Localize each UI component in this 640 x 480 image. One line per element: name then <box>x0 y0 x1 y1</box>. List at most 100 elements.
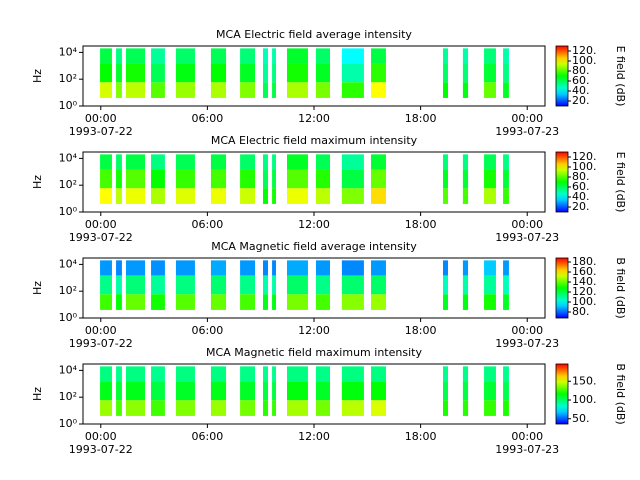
spectrogram-cell <box>371 188 386 204</box>
spectrogram-cell <box>443 82 448 98</box>
spectrogram-cell <box>315 169 330 189</box>
spectrogram-cell <box>100 82 112 98</box>
colorbar-tick-label: 120. <box>572 285 597 298</box>
date-label: 1993-07-23 <box>495 443 559 456</box>
y-tick-label: 10² <box>59 390 77 403</box>
colorbar <box>555 363 569 425</box>
spectrogram-cell <box>116 381 122 401</box>
spectrogram-cell <box>151 366 165 382</box>
x-tick-label: 00:00 <box>511 218 543 231</box>
spectrogram-cell <box>240 154 256 170</box>
spectrogram-cell <box>263 294 268 310</box>
spectrogram-cell <box>210 294 227 310</box>
spectrogram-cell <box>126 381 146 401</box>
colorbar-tick-label: 150. <box>572 374 597 387</box>
date-label: 1993-07-22 <box>69 443 133 456</box>
spectrogram-cell <box>100 169 112 189</box>
date-label: 1993-07-22 <box>69 337 133 350</box>
spectrogram-cell <box>151 294 165 310</box>
spectrogram-cell <box>100 260 112 276</box>
spectrogram-cell <box>151 169 165 189</box>
spectrogram-cell <box>100 366 112 382</box>
colorbar-tick-label: 80. <box>572 305 590 318</box>
spectrogram-cell <box>503 366 509 382</box>
colorbar-tick-label: 100. <box>572 160 597 173</box>
spectrogram-cell <box>240 381 256 401</box>
x-tick-label: 00:00 <box>85 430 117 443</box>
spectrogram-cell <box>443 400 448 416</box>
spectrogram-cell <box>371 48 386 64</box>
spectrogram-cell <box>175 169 195 189</box>
spectrogram-cell <box>116 63 122 83</box>
spectrogram-cell <box>175 82 195 98</box>
y-tick-label: 10⁴ <box>59 45 78 58</box>
spectrogram-cell <box>315 400 330 416</box>
spectrogram-cell <box>151 400 165 416</box>
colorbar-label: E field (dB) <box>614 46 627 107</box>
spectrogram-cell <box>443 260 448 276</box>
spectrogram-cell <box>503 154 509 170</box>
spectrogram-cell <box>175 400 195 416</box>
spectrogram-cell <box>443 48 448 64</box>
colorbar-tick-label: 40. <box>572 84 590 97</box>
spectrogram-cell <box>263 188 268 204</box>
spectrogram-cell <box>116 366 122 382</box>
x-tick-label: 06:00 <box>192 430 224 443</box>
spectrogram-cell <box>126 48 146 64</box>
y-axis-label: Hz <box>31 387 44 401</box>
spectrogram-cell <box>371 260 386 276</box>
spectrogram-cell <box>240 169 256 189</box>
y-tick-label: 10² <box>59 72 77 85</box>
spectrogram-cell <box>210 400 227 416</box>
x-tick-label: 12:00 <box>298 112 330 125</box>
spectrogram-cell <box>240 294 256 310</box>
date-label: 1993-07-23 <box>495 125 559 138</box>
spectrogram-cell <box>341 154 364 170</box>
spectrogram-cell <box>371 400 386 416</box>
spectrogram-cell <box>371 294 386 310</box>
spectrogram-cell <box>462 188 469 204</box>
spectrogram-cell <box>151 188 165 204</box>
spectrogram-cell <box>462 294 469 310</box>
spectrogram-cell <box>126 366 146 382</box>
spectrogram-cell <box>484 82 496 98</box>
spectrogram-cell <box>272 294 276 310</box>
spectrogram-cell <box>315 381 330 401</box>
spectrogram-cell <box>175 260 195 276</box>
spectrogram-cell <box>100 294 112 310</box>
spectrogram-cell <box>272 275 276 295</box>
spectrogram-cell <box>286 294 308 310</box>
spectrogram-cell <box>341 400 364 416</box>
spectrogram-cell <box>443 188 448 204</box>
spectrogram-cell <box>175 154 195 170</box>
spectrogram-cell <box>175 366 195 382</box>
spectrogram-cell <box>210 260 227 276</box>
spectrogram-cell <box>263 366 268 382</box>
y-tick-label: 10⁰ <box>59 417 78 430</box>
panel-title: MCA Magnetic field average intensity <box>211 240 417 253</box>
date-label: 1993-07-22 <box>69 231 133 244</box>
spectrogram-cell <box>272 48 276 64</box>
colorbar-tick-label: 100. <box>572 393 597 406</box>
spectrogram-cell <box>100 154 112 170</box>
spectrogram-cell <box>503 381 509 401</box>
spectrogram-cell <box>272 82 276 98</box>
spectrogram-cell <box>126 188 146 204</box>
spectrogram-cell <box>210 154 227 170</box>
x-tick-label: 12:00 <box>298 218 330 231</box>
spectrogram-cell <box>484 188 496 204</box>
x-tick-label: 12:00 <box>298 430 330 443</box>
spectrogram-cell <box>116 154 122 170</box>
spectrogram-cell <box>151 63 165 83</box>
spectrogram-cell <box>126 275 146 295</box>
spectrogram-cell <box>462 366 469 382</box>
date-label: 1993-07-22 <box>69 125 133 138</box>
spectrogram-cell <box>116 294 122 310</box>
spectrogram-cell <box>240 275 256 295</box>
spectrogram-cell <box>503 82 509 98</box>
spectrogram-cell <box>286 63 308 83</box>
spectrogram-cell <box>210 381 227 401</box>
spectrogram-cell <box>443 275 448 295</box>
spectrogram-cell <box>286 48 308 64</box>
